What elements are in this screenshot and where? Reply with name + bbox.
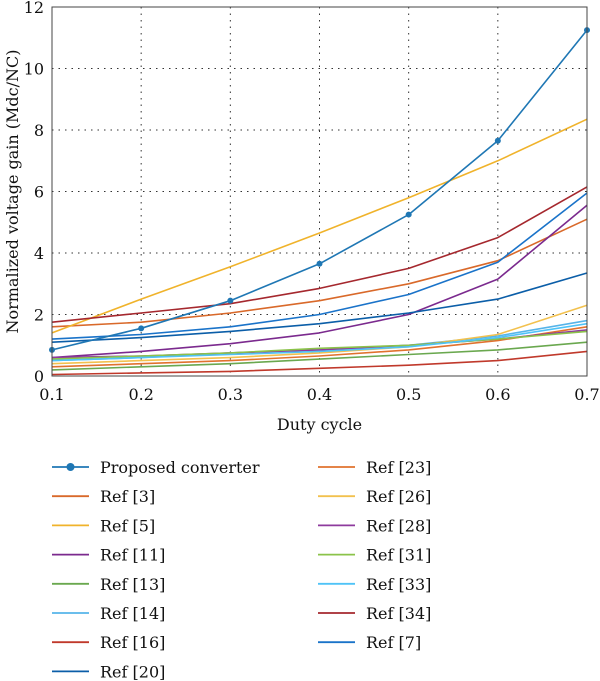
legend-label: Ref [11] <box>100 546 165 565</box>
data-point <box>316 260 323 267</box>
y-tick-label: 0 <box>34 367 44 386</box>
series-line <box>51 218 588 328</box>
legend-label: Ref [13] <box>100 575 165 594</box>
legend-item: Ref [33] <box>318 575 431 594</box>
series-line <box>51 272 588 343</box>
legend-marker <box>66 463 75 471</box>
legend-item: Ref [3] <box>52 487 155 506</box>
series-line <box>51 341 588 371</box>
data-point <box>227 297 234 304</box>
plot-frame <box>51 6 588 377</box>
legend-item: Ref [31] <box>318 546 431 565</box>
x-axis-title: Duty cycle <box>277 415 362 434</box>
legend-item: Ref [28] <box>318 516 431 535</box>
legend-item: Ref [7] <box>318 633 421 652</box>
legend-label: Ref [5] <box>100 516 155 535</box>
legend-label: Ref [23] <box>366 458 431 477</box>
legend-item: Ref [5] <box>52 516 155 535</box>
legend-label: Ref [28] <box>366 516 431 535</box>
x-tick-label: 0.5 <box>396 385 421 404</box>
legend-item: Ref [13] <box>52 575 165 594</box>
y-tick-label: 2 <box>34 306 44 325</box>
legend: Proposed converter Ref [3] Ref [5] Ref [11]… <box>52 458 431 681</box>
y-tick-label: 6 <box>34 183 44 202</box>
legend-item: Ref [34] <box>318 604 431 623</box>
legend-label: Ref [34] <box>366 604 431 623</box>
legend-label: Ref [16] <box>100 633 165 652</box>
data-point <box>138 325 145 332</box>
y-axis-title: Normalized voltage gain (Mdc/NC) <box>3 50 22 334</box>
y-tick-label: 4 <box>34 244 44 263</box>
data-point <box>405 211 412 218</box>
axis-ticks: 0.1 0.2 0.3 0.4 0.5 0.6 0.7 0 2 4 6 8 10 12 <box>24 0 600 404</box>
x-tick-label: 0.3 <box>218 385 243 404</box>
x-tick-label: 0.6 <box>485 385 510 404</box>
legend-item: Ref [14] <box>52 604 165 623</box>
series-lines <box>49 27 590 376</box>
legend-label: Ref [33] <box>366 575 431 594</box>
series-line <box>51 350 588 376</box>
series-line <box>51 322 588 362</box>
legend-label: Ref [26] <box>366 487 431 506</box>
legend-item: Ref [11] <box>52 546 165 565</box>
legend-label: Ref [3] <box>100 487 155 506</box>
legend-item: Ref [23] <box>318 458 431 477</box>
x-tick-label: 0.2 <box>128 385 153 404</box>
series-line <box>51 304 588 365</box>
legend-item: Ref [26] <box>318 487 431 506</box>
series-line <box>51 330 588 360</box>
data-point <box>494 137 501 144</box>
y-tick-label: 8 <box>34 121 44 140</box>
x-tick-label: 0.1 <box>39 385 64 404</box>
y-tick-label: 10 <box>24 60 44 79</box>
legend-label: Proposed converter <box>100 458 260 477</box>
series-line <box>51 192 588 340</box>
legend-item: Ref [16] <box>52 633 165 652</box>
legend-label: Ref [31] <box>366 546 431 565</box>
legend-label: Ref [7] <box>366 633 421 652</box>
legend-item: Proposed converter <box>52 458 260 477</box>
series-line <box>51 326 588 368</box>
legend-label: Ref [20] <box>100 662 165 681</box>
series-line <box>51 186 588 323</box>
legend-label: Ref [14] <box>100 604 165 623</box>
series-line <box>51 204 588 359</box>
legend-item: Ref [20] <box>52 662 165 681</box>
grid-lines <box>52 7 587 376</box>
y-tick-label: 12 <box>24 0 44 17</box>
x-tick-label: 0.4 <box>307 385 332 404</box>
series-line <box>51 118 588 334</box>
x-tick-label: 0.7 <box>574 385 599 404</box>
